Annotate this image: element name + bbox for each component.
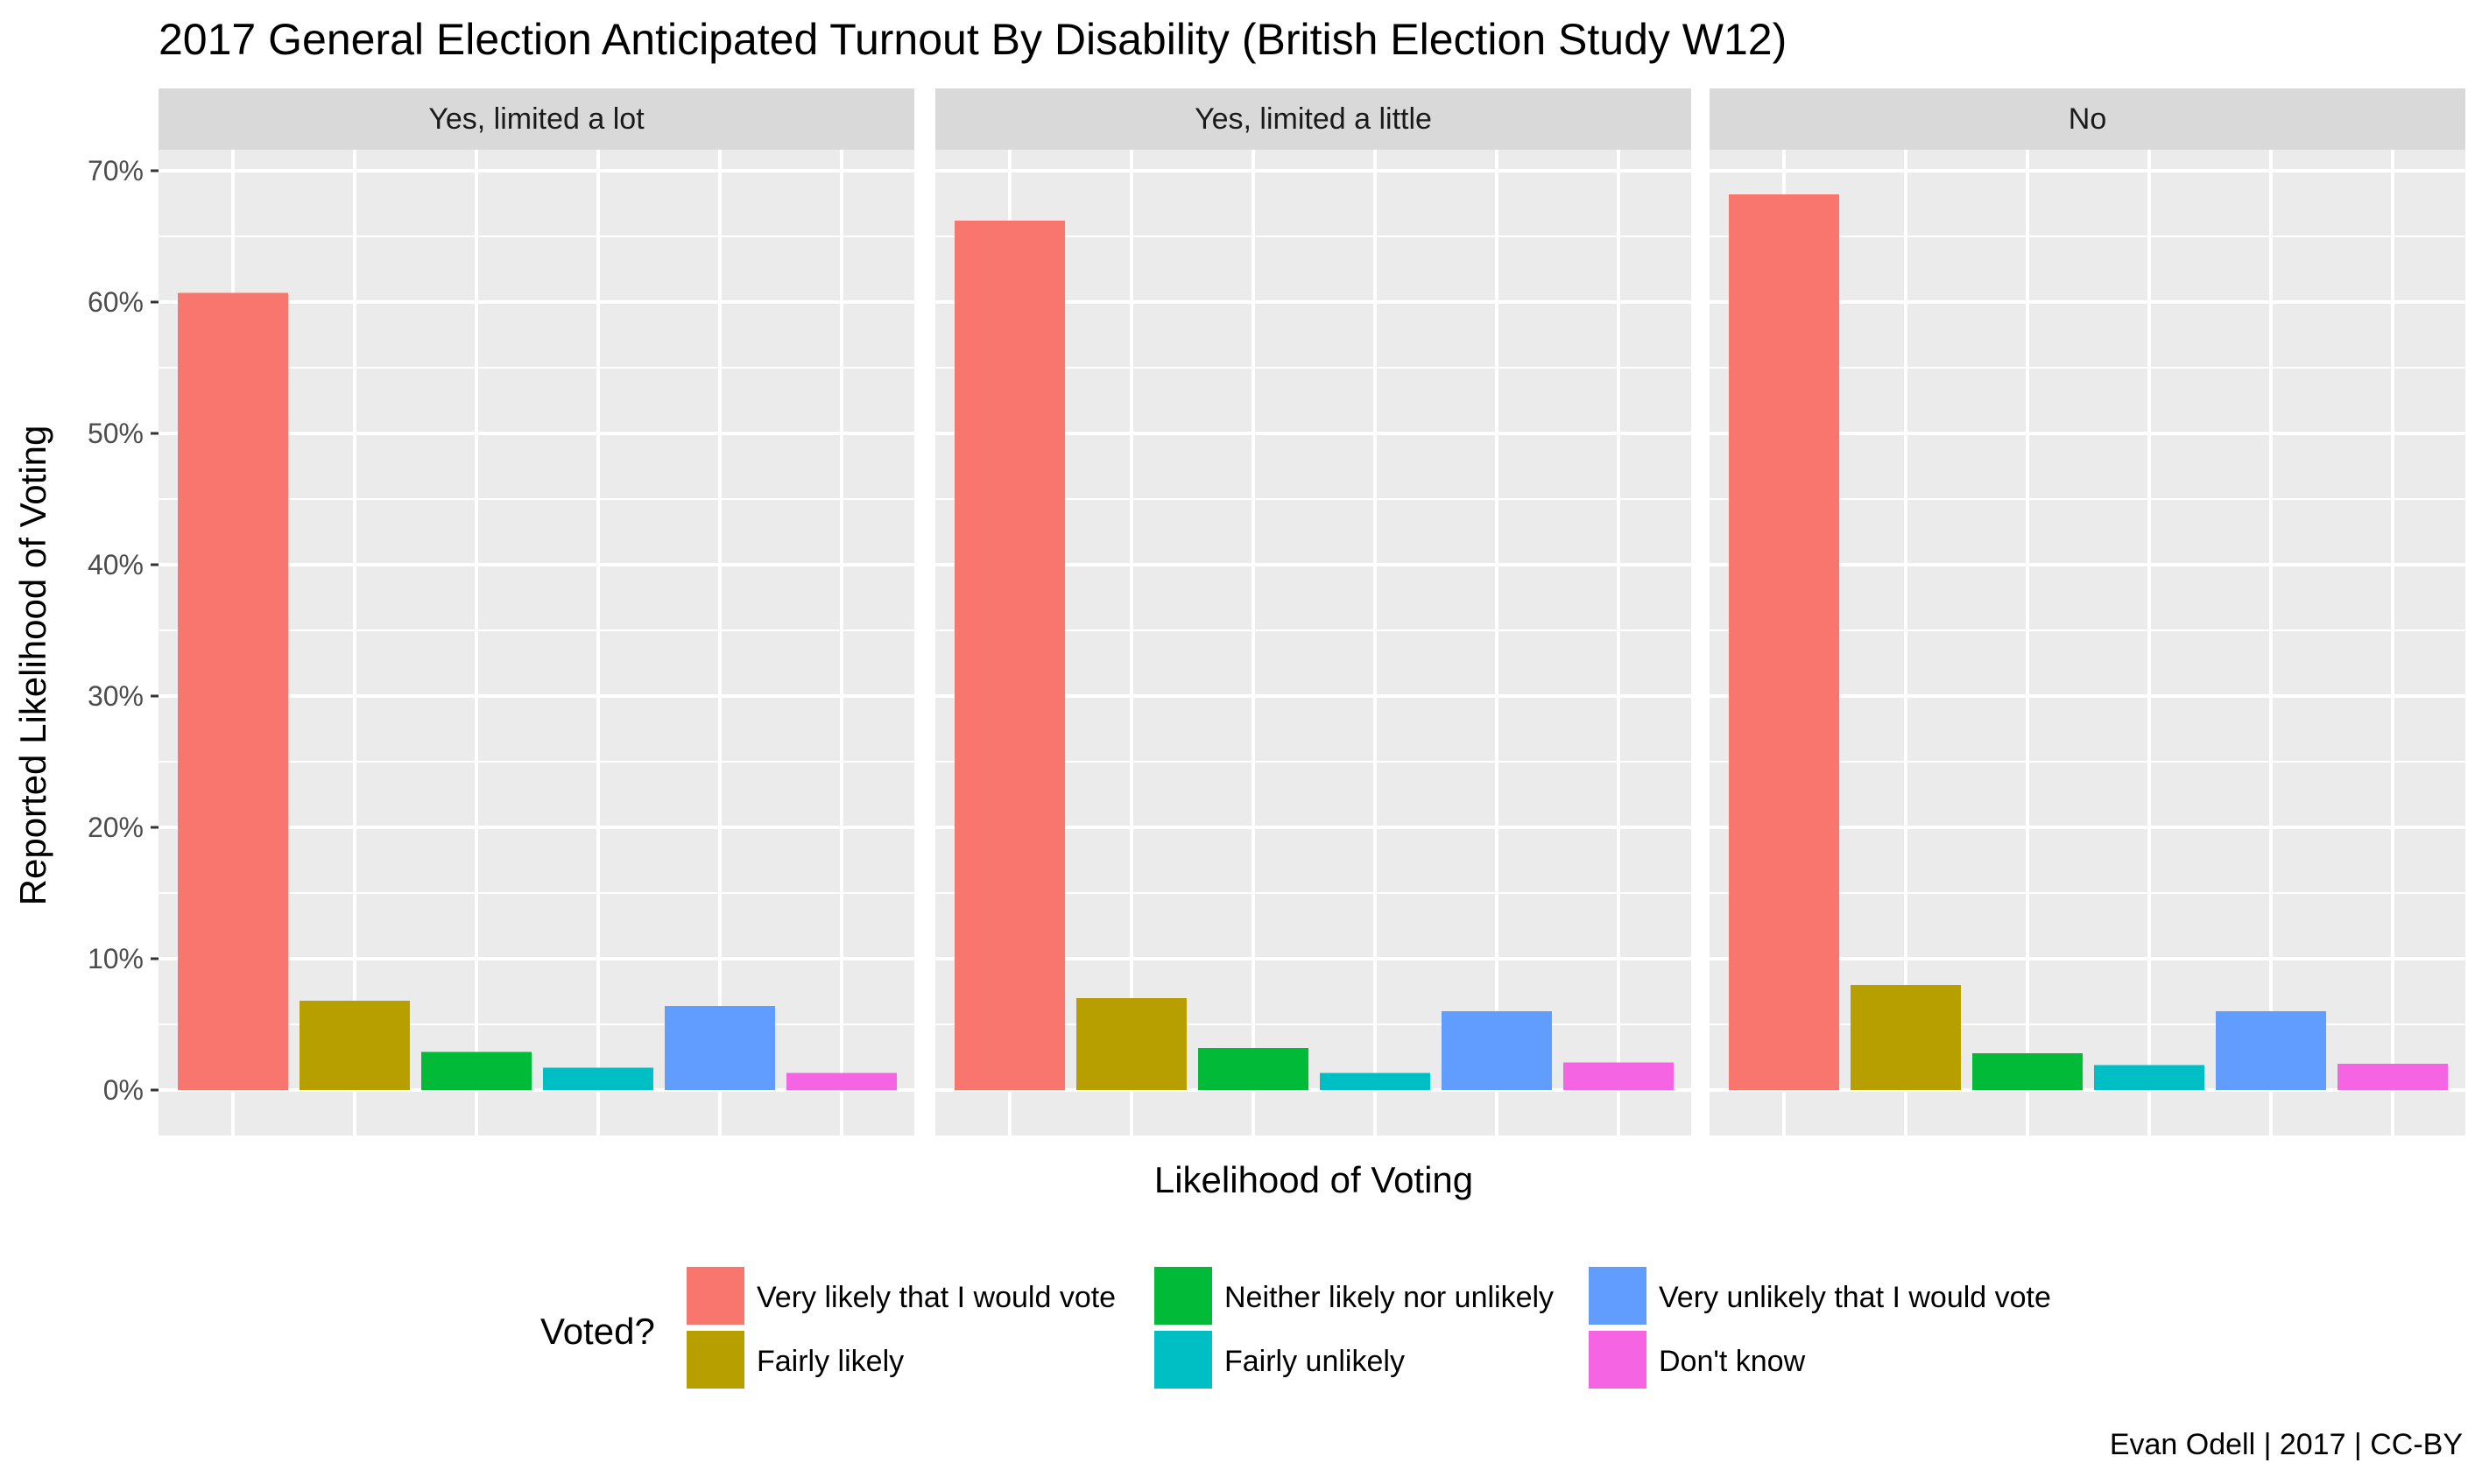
legend-label: Fairly unlikely: [1224, 1345, 1405, 1378]
legend-key: [1154, 1331, 1212, 1389]
legend-label: Very unlikely that I would vote: [1659, 1281, 2051, 1314]
legend-key: [687, 1267, 744, 1325]
facet-strip: [159, 88, 914, 150]
chart-title: 2017 General Election Anticipated Turnou…: [159, 15, 1787, 64]
y-tick-label: 50%: [88, 418, 144, 449]
bar: [786, 1073, 897, 1090]
bar: [1972, 1053, 2083, 1090]
bar: [300, 1001, 410, 1090]
legend-key: [687, 1331, 744, 1389]
y-tick-label: 20%: [88, 812, 144, 843]
y-tick-label: 40%: [88, 549, 144, 580]
y-tick-label: 10%: [88, 943, 144, 974]
facet-strip: [1710, 88, 2465, 150]
facet-panel: Yes, limited a lot: [159, 88, 914, 1136]
caption: Evan Odell | 2017 | CC-BY: [2110, 1428, 2463, 1461]
y-axis-title: Reported Likelihood of Voting: [12, 426, 53, 906]
bar: [1076, 998, 1187, 1090]
facet-strip-label: Yes, limited a little: [1195, 102, 1432, 136]
facet-strip: [935, 88, 1691, 150]
legend-title: Voted?: [540, 1311, 655, 1352]
legend-label: Fairly likely: [757, 1345, 904, 1378]
bar: [1563, 1062, 1674, 1090]
facet-strip-label: Yes, limited a lot: [428, 102, 645, 136]
bar: [2216, 1011, 2326, 1090]
bar: [421, 1051, 532, 1090]
bar: [2094, 1065, 2204, 1090]
y-tick-label: 70%: [88, 155, 144, 186]
x-axis-title: Likelihood of Voting: [1154, 1159, 1473, 1200]
bar: [2337, 1064, 2448, 1090]
legend-label: Neither likely nor unlikely: [1224, 1281, 1554, 1314]
bar: [1198, 1048, 1308, 1090]
bar: [1851, 985, 1961, 1090]
facet-panel: No: [1710, 88, 2465, 1136]
bar: [955, 221, 1065, 1090]
y-tick-label: 60%: [88, 286, 144, 318]
legend-key: [1154, 1267, 1212, 1325]
bar: [1442, 1011, 1552, 1090]
y-axis: 0% 10% 20% 30% 40% 50% 60% 70%: [88, 155, 159, 1106]
facet-panels: Yes, limited a lot Yes, limited a little N…: [159, 88, 2465, 1136]
legend-label: Very likely that I would vote: [757, 1281, 1116, 1314]
y-tick-label: 30%: [88, 680, 144, 712]
legend-label: Don't know: [1659, 1345, 1806, 1378]
bar: [178, 292, 288, 1090]
facet-panel: Yes, limited a little: [935, 88, 1691, 1136]
legend: Voted? Very likely that I would vote Fair…: [540, 1267, 2051, 1389]
legend-key: [1589, 1331, 1646, 1389]
facet-strip-label: No: [2069, 102, 2106, 136]
bar: [1729, 194, 1839, 1090]
bar: [665, 1006, 775, 1090]
bar: [543, 1067, 653, 1090]
legend-key: [1589, 1267, 1646, 1325]
bar: [1320, 1073, 1430, 1090]
y-tick-label: 0%: [103, 1074, 144, 1106]
